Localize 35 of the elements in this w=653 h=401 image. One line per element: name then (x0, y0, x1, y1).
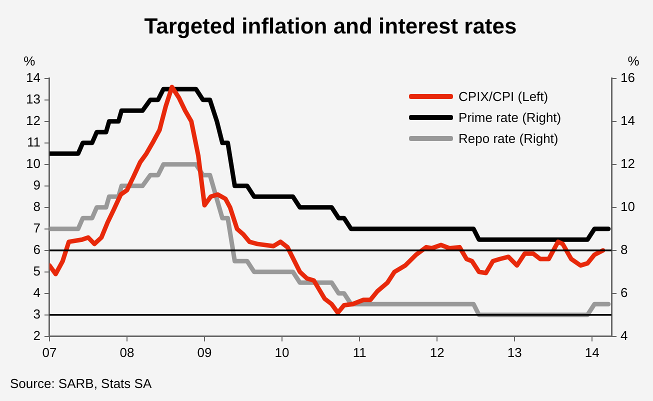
source-note: Source: SARB, Stats SA (10, 376, 152, 391)
legend-label: Repo rate (Right) (458, 131, 558, 146)
y-axis-title: % (24, 53, 36, 68)
y-tick-label: 8 (33, 198, 40, 214)
x-tick-label: 08 (120, 344, 134, 360)
y-tick-label: 12 (26, 112, 40, 128)
y-tick-label: 14 (26, 70, 40, 85)
y-tick-label: 9 (33, 177, 40, 192)
y2-tick-label: 8 (620, 242, 628, 257)
y-tick-label: 2 (33, 328, 40, 343)
x-tick-label: 10 (274, 344, 290, 360)
x-tick-label: 13 (507, 344, 522, 360)
y2-tick-label: 14 (620, 112, 636, 128)
legend-label: CPIX/CPI (Left) (458, 89, 548, 104)
y2-tick-label: 6 (620, 284, 628, 300)
y-tick-label: 7 (33, 220, 40, 236)
y-tick-label: 10 (26, 156, 40, 171)
x-tick-label: 11 (352, 344, 366, 360)
chart-title: Targeted inflation and interest rates (144, 13, 517, 38)
y-tick-label: 5 (33, 263, 40, 278)
y2-tick-label: 4 (620, 328, 628, 343)
x-tick-label: 12 (430, 344, 444, 360)
y-tick-label: 3 (33, 306, 40, 322)
y-tick-label: 6 (33, 242, 40, 257)
x-tick-label: 07 (42, 344, 57, 360)
x-tick-label: 09 (197, 344, 212, 360)
y2-axis-title: % (628, 53, 640, 68)
y-tick-label: 4 (33, 284, 40, 300)
y2-tick-label: 10 (620, 198, 636, 214)
y2-tick-label: 12 (620, 156, 636, 171)
y-tick-label: 13 (26, 91, 40, 106)
y-tick-label: 11 (26, 134, 40, 150)
x-tick-label: 14 (584, 344, 600, 360)
legend-label: Prime rate (Right) (458, 110, 562, 126)
y2-tick-label: 16 (620, 70, 636, 85)
